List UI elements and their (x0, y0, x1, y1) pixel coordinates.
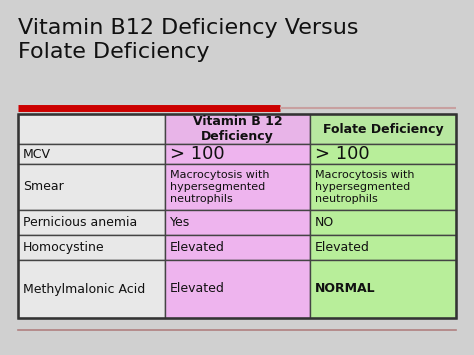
Text: NORMAL: NORMAL (315, 283, 375, 295)
Bar (310, 144, 456, 164)
Bar (310, 210, 456, 235)
Text: Elevated: Elevated (315, 241, 370, 254)
Bar (310, 114, 456, 144)
Bar (165, 144, 310, 164)
Bar (18, 235, 165, 260)
Bar (165, 164, 310, 210)
Bar (18, 144, 165, 164)
Bar (165, 260, 310, 318)
Text: NO: NO (315, 216, 334, 229)
Bar (165, 235, 310, 260)
Bar (310, 164, 456, 210)
Bar (18, 260, 165, 318)
Text: Vitamin B 12
Deficiency: Vitamin B 12 Deficiency (193, 115, 283, 143)
Text: Methylmalonic Acid: Methylmalonic Acid (23, 283, 145, 295)
Text: Yes: Yes (170, 216, 190, 229)
Bar (18, 164, 165, 210)
Bar (310, 235, 456, 260)
Bar (18, 114, 456, 318)
Bar (165, 114, 310, 144)
Text: Folate Deficiency: Folate Deficiency (323, 122, 443, 136)
Text: > 100: > 100 (170, 145, 225, 163)
Bar (18, 210, 165, 235)
Text: Smear: Smear (23, 180, 64, 193)
Text: Pernicious anemia: Pernicious anemia (23, 216, 137, 229)
Text: MCV: MCV (23, 147, 51, 160)
Bar (18, 114, 165, 144)
Text: Macrocytosis with
hypersegmented
neutrophils: Macrocytosis with hypersegmented neutrop… (315, 170, 414, 204)
Text: Elevated: Elevated (170, 283, 225, 295)
Text: Homocystine: Homocystine (23, 241, 105, 254)
Bar (310, 260, 456, 318)
Bar (165, 210, 310, 235)
Text: Vitamin B12 Deficiency Versus
Folate Deficiency: Vitamin B12 Deficiency Versus Folate Def… (18, 18, 358, 62)
Text: Macrocytosis with
hypersegmented
neutrophils: Macrocytosis with hypersegmented neutrop… (170, 170, 270, 204)
Text: > 100: > 100 (315, 145, 370, 163)
Text: Elevated: Elevated (170, 241, 225, 254)
